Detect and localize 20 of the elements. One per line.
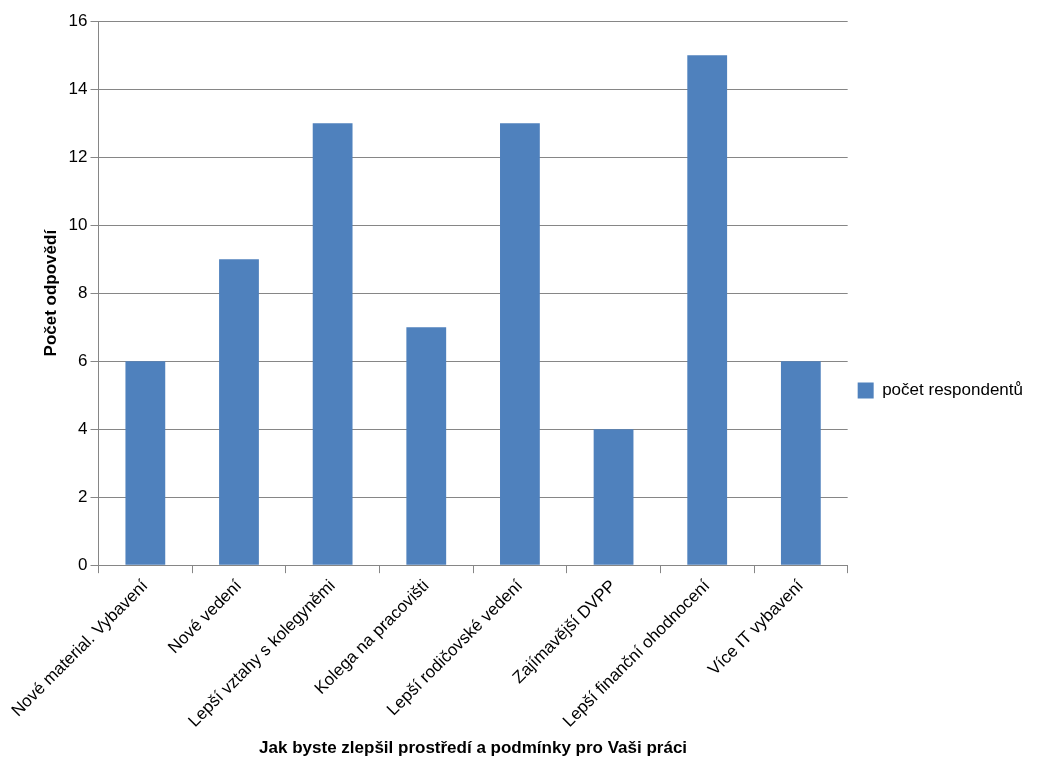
y-tick-label: 0: [78, 554, 88, 574]
y-tick-label: 16: [68, 10, 88, 30]
bar: [312, 123, 353, 565]
bar: [406, 327, 447, 565]
x-axis-title: Jak byste zlepšil prostředí a podmínky pro Vaši práci: [259, 738, 688, 758]
y-tick-label: 6: [78, 350, 88, 370]
y-tick-label: 8: [78, 282, 88, 302]
bar: [500, 123, 540, 565]
y-axis-title: Počet odpovědí: [41, 228, 61, 357]
bar: [593, 429, 634, 565]
y-tick-label: 12: [68, 146, 88, 166]
y-tick-label: 14: [68, 78, 88, 98]
y-tick-label: 2: [78, 486, 88, 506]
bar: [687, 55, 728, 565]
bar: [780, 361, 821, 565]
y-tick-label: 4: [78, 418, 88, 438]
legend-label: počet respondentů: [882, 380, 1024, 400]
bar: [125, 361, 166, 565]
bar: [219, 259, 259, 565]
y-tick-label: 10: [68, 214, 88, 234]
